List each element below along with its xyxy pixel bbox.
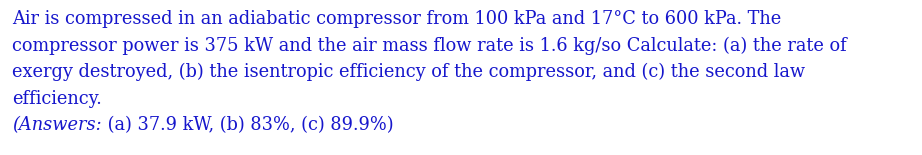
Text: exergy destroyed, (b) the isentropic efficiency of the compressor, and (c) the s: exergy destroyed, (b) the isentropic eff… [12,63,805,81]
Text: Air is compressed in an adiabatic compressor from 100 kPa and 17°C to 600 kPa. T: Air is compressed in an adiabatic compre… [12,10,781,28]
Text: efficiency.: efficiency. [12,89,101,108]
Text: (a) 37.9 kW, (b) 83%, (c) 89.9%): (a) 37.9 kW, (b) 83%, (c) 89.9%) [101,116,394,134]
Text: (Answers:: (Answers: [12,116,101,134]
Text: compressor power is 375 kW and the air mass flow rate is 1.6 kg/so Calculate: (a: compressor power is 375 kW and the air m… [12,36,846,55]
